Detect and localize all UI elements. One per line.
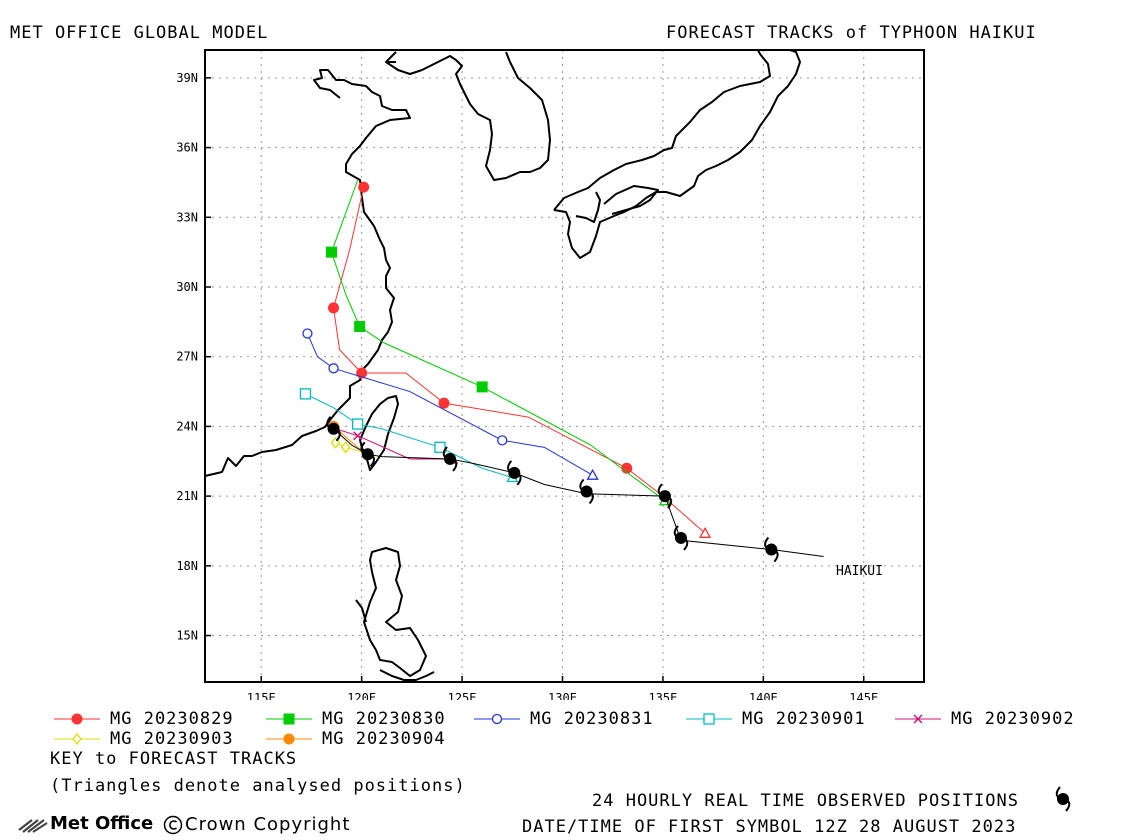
legend-label: MG 20230831 [530,709,654,729]
legend-marker [283,733,295,745]
legend-key-note: (Triangles denote analysed positions) [50,776,466,796]
typhoon-symbol-icon [1055,786,1071,812]
lon-tick-label: 145E [849,691,878,700]
legend-label: MG 20230902 [951,709,1075,729]
forecast-track-line [306,333,593,476]
forecast-track-line [305,393,513,479]
forecast-position-marker [476,381,488,393]
legend-swatch [54,713,100,725]
legend-entry: MG 20230831 [472,709,654,729]
legend-swatch [895,714,941,724]
map-axes: 115E 120E 125E 130E 135E 140E 145E 39N 36N 33N 30N… [176,71,878,700]
legend-label: MG 20230901 [742,709,866,729]
typhoon-symbol [764,536,779,563]
legend-entry: MG 20230903 [52,729,234,749]
typhoon-symbol [579,478,594,505]
copyright-text: Crown Copyright [185,814,351,835]
met-office-brand: Met Office [50,813,154,834]
typhoon-symbol [442,446,458,472]
forecast-position-marker [358,181,370,193]
forecast-track-line [335,428,453,460]
forecast-position-marker [434,441,446,453]
observed-positions-note: 24 HOURLY REAL TIME OBSERVED POSITIONS [592,791,1019,811]
forecast-map: 115E 120E 125E 130E 135E 140E 145E 39N 36N 33N 30N… [176,49,925,700]
forecast-position-marker [330,436,341,449]
lat-tick-label: 18N [176,559,198,573]
forecast-position-marker [326,246,338,258]
typhoon-symbol [673,525,689,551]
met-office-logo-icon [18,818,48,833]
forecast-position-marker [351,418,364,430]
forecast-position-marker [328,363,339,374]
legend-marker [703,713,715,725]
legend-marker [71,713,83,725]
lon-tick-label: 140E [749,691,778,700]
legend-swatch [686,713,732,725]
met-office-logo: Met Office [18,813,153,834]
observed-track-line [333,428,824,558]
legend-label: MG 20230830 [322,709,446,729]
lon-tick-label: 120E [347,691,376,700]
first-symbol-datetime: DATE/TIME OF FIRST SYMBOL 12Z 28 AUGUST … [522,817,1017,837]
lon-tick-label: 125E [448,691,477,700]
forecast-position-marker [354,321,366,332]
forecast-position-marker [621,462,633,474]
legend-label: MG 20230904 [322,729,446,749]
typhoon-symbol [326,416,341,442]
lat-tick-label: 15N [176,629,198,643]
analysed-position-triangle [698,526,712,538]
lon-tick-label: 115E [247,691,276,700]
typhoon-symbol [657,483,673,509]
forecast-position-marker [353,431,363,441]
analysed-position-triangle [586,468,599,480]
lat-tick-label: 36N [176,141,198,155]
forecast-track-line [333,186,706,534]
legend-entry: MG 20230904 [264,729,446,749]
chart-title: FORECAST TRACKS of TYPHOON HAIKUI [666,23,1037,43]
lon-tick-label: 130E [548,691,577,700]
forecast-position-marker [328,302,340,314]
legend-label: MG 20230829 [110,709,234,729]
legend-swatch [266,733,312,745]
forecast-position-marker [438,397,450,409]
legend-label: MG 20230903 [110,729,234,749]
lat-tick-label: 21N [176,489,198,503]
lat-tick-label: 27N [176,350,198,364]
legend-marker [283,713,295,725]
lat-tick-label: 30N [176,280,198,294]
forecast-track-line [330,179,666,502]
legend-marker [913,714,923,724]
legend-entry: MG 20230902 [893,709,1075,729]
legend-entry: MG 20230830 [264,709,446,729]
lon-tick-label: 135E [648,691,677,700]
graticule [205,50,924,682]
lat-tick-label: 33N [176,210,198,224]
observed-track [326,416,824,563]
legend-swatch [474,713,520,725]
storm-name-label: HAIKUI [836,564,883,579]
model-title: MET OFFICE GLOBAL MODEL [10,23,269,43]
legend-marker [72,732,82,746]
legend-entry: MG 20230829 [52,709,234,729]
map-border [204,49,925,683]
forecast-position-marker [302,328,313,339]
legend-key-title: KEY to FORECAST TRACKS [50,749,298,769]
legend-entry: MG 20230901 [684,709,866,729]
typhoon-symbol [360,441,375,467]
coastlines [204,49,801,681]
lat-tick-label: 39N [176,71,198,85]
legend-swatch [54,732,100,746]
copyright-icon [163,815,183,834]
forecast-position-marker [340,441,351,454]
lat-tick-label: 24N [176,419,198,433]
copyright-notice: Crown Copyright [163,814,350,835]
legend-swatch [266,713,312,725]
legend-marker [491,713,503,725]
forecast-position-marker [299,388,312,400]
forecast-position-marker [497,435,508,446]
typhoon-symbol [507,460,522,486]
